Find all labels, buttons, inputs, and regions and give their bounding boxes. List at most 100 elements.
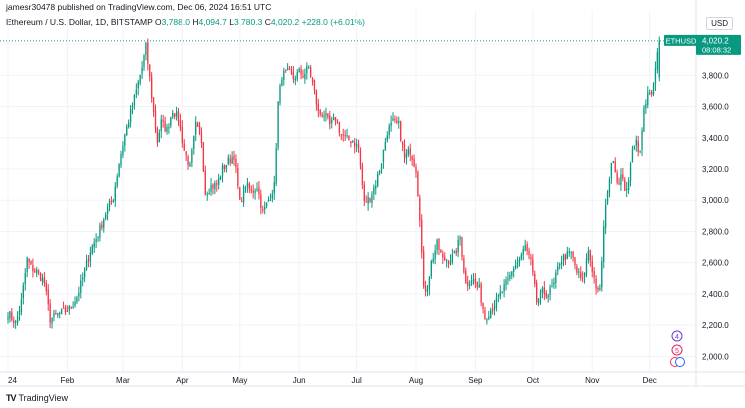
candle xyxy=(11,307,13,322)
candle-body xyxy=(378,170,381,174)
candle-body xyxy=(302,76,304,78)
candle xyxy=(363,181,365,207)
candle-body xyxy=(214,182,216,190)
candle-body xyxy=(493,306,496,310)
candle-body xyxy=(547,295,549,298)
candle-body xyxy=(616,172,618,183)
candle-body xyxy=(309,67,312,77)
candle-body xyxy=(304,73,306,79)
candle-body xyxy=(204,170,206,195)
candle-body xyxy=(267,200,270,202)
candle-body xyxy=(465,270,467,284)
candle-body xyxy=(147,42,149,64)
candle xyxy=(179,113,182,132)
candle-body xyxy=(277,101,279,148)
candle-body xyxy=(319,110,321,115)
candle-body xyxy=(137,81,139,89)
footer-brand[interactable]: TradingView xyxy=(18,393,69,403)
candle xyxy=(200,127,203,148)
candle xyxy=(463,254,465,275)
candle xyxy=(526,241,528,256)
candle xyxy=(411,155,413,166)
candle-body xyxy=(252,190,254,193)
candle-body xyxy=(47,289,49,305)
candle xyxy=(85,254,88,271)
candle xyxy=(267,196,270,202)
candle xyxy=(256,182,258,192)
candle xyxy=(288,65,291,71)
tradingview-logo-icon[interactable]: TV xyxy=(6,393,16,403)
candle xyxy=(342,128,344,142)
candle-body xyxy=(59,312,61,314)
candle-body xyxy=(572,251,574,258)
candle-body xyxy=(60,308,63,315)
candle xyxy=(308,65,310,69)
candle-body xyxy=(647,92,649,106)
candle xyxy=(131,102,134,115)
candle-body xyxy=(585,258,588,275)
candle xyxy=(302,69,304,79)
candle-body xyxy=(112,200,115,202)
x-tick-label: Jun xyxy=(293,376,306,385)
candle-body xyxy=(495,297,498,308)
candle-body xyxy=(564,254,567,261)
candle xyxy=(352,139,354,143)
candle-body xyxy=(156,128,159,143)
candle-body xyxy=(62,307,65,309)
candle-body xyxy=(468,284,471,286)
candle xyxy=(560,255,563,270)
candle xyxy=(13,316,15,328)
x-tick-label: Sep xyxy=(468,376,483,385)
candle xyxy=(336,119,339,124)
candle xyxy=(627,177,630,194)
grid-lines xyxy=(0,10,696,372)
candle xyxy=(499,285,501,300)
candle xyxy=(505,276,507,291)
candle-body xyxy=(438,238,440,250)
candle-body xyxy=(509,275,511,279)
candle-body xyxy=(294,78,296,81)
candle-body xyxy=(445,260,448,262)
candle-body xyxy=(539,291,542,298)
candle xyxy=(578,268,580,279)
low-label: L xyxy=(229,17,234,27)
candle-body xyxy=(193,135,195,149)
candle-body xyxy=(363,184,365,201)
candle-body xyxy=(101,224,103,228)
candle-body xyxy=(503,284,505,292)
candle xyxy=(495,292,498,312)
candle-body xyxy=(654,68,657,85)
candle-body xyxy=(273,182,275,194)
candle xyxy=(103,217,105,233)
candle-body xyxy=(610,162,613,178)
candle xyxy=(64,304,67,316)
candle-body xyxy=(269,199,272,201)
overlays: ETHUSD 4,020.208:08:32 4 5 xyxy=(0,34,741,367)
candle xyxy=(568,247,570,257)
candle-body xyxy=(244,187,247,189)
candle-body xyxy=(170,117,172,127)
candle xyxy=(430,259,432,280)
candle-body xyxy=(422,251,425,287)
candle xyxy=(649,89,651,96)
candle xyxy=(589,249,591,267)
candle xyxy=(641,127,643,157)
candle xyxy=(580,266,582,281)
candle-body xyxy=(83,269,86,278)
candle-body xyxy=(181,127,183,144)
candle xyxy=(419,194,421,228)
currency-button[interactable]: USD xyxy=(706,17,733,30)
candle-body xyxy=(409,148,411,155)
candle-body xyxy=(534,273,536,285)
candle xyxy=(428,275,431,296)
symbol-name[interactable]: Ethereum / U.S. Dollar, 1D, BITSTAMP xyxy=(6,17,153,27)
candle xyxy=(474,273,477,289)
candle xyxy=(158,129,160,143)
candle xyxy=(656,48,659,74)
candle-body xyxy=(486,319,488,321)
high-label: H xyxy=(192,17,199,27)
symbol-tag-label: ETHUSD xyxy=(666,36,697,45)
candle xyxy=(185,151,187,162)
candle-body xyxy=(74,302,76,306)
